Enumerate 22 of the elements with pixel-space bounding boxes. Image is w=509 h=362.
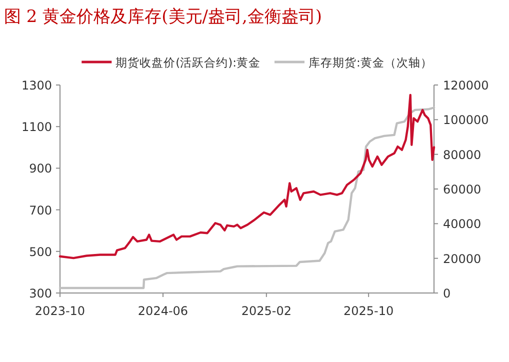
y2-tick-label: 120000 — [443, 78, 489, 92]
chart-title: 图 2 黄金价格及库存(美元/盎司,金衡盎司) — [4, 7, 322, 27]
y-tick-label: 500 — [29, 244, 52, 259]
line-series — [58, 106, 436, 290]
y2-tick-label: 80000 — [443, 148, 482, 162]
x-tick-label: 2023-10 — [34, 304, 86, 318]
legend-label: 期货收盘价(活跃合约):黄金 — [116, 56, 260, 70]
y-tick-label: 1100 — [21, 120, 52, 134]
x-tick-label: 2025-10 — [344, 304, 394, 318]
x-tick-label: 2025-02 — [241, 304, 292, 318]
y2-tick-label: 20000 — [443, 252, 482, 266]
legend-label: 库存期货:黄金（次轴） — [308, 56, 432, 70]
y2-tick-label: 60000 — [443, 182, 482, 196]
x-tick-label: 2024-06 — [138, 304, 188, 318]
y-tick-label: 300 — [29, 286, 52, 300]
y2-tick-label: 0 — [443, 286, 451, 300]
y-tick-label: 700 — [29, 203, 52, 218]
y2-tick-label: 100000 — [443, 113, 489, 128]
y-tick-label: 900 — [29, 162, 52, 176]
y2-tick-label: 40000 — [443, 217, 482, 232]
line-series — [58, 94, 436, 260]
y-tick-label: 1300 — [21, 78, 52, 92]
